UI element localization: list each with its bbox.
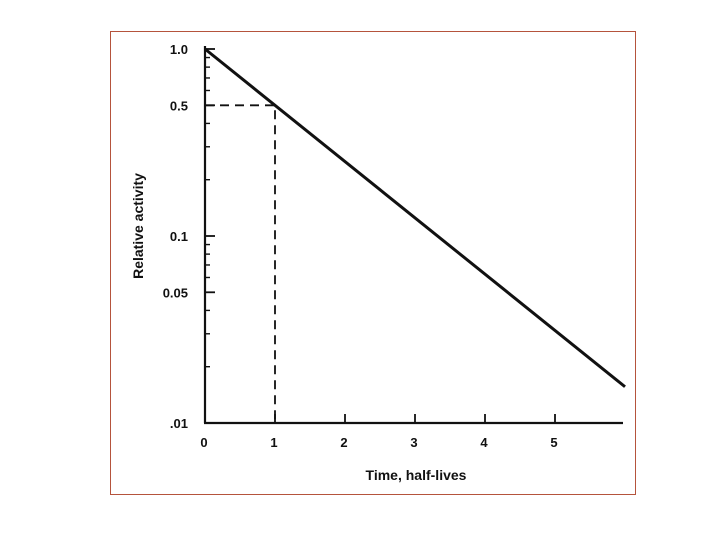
y-tick-label: 0.1 — [170, 229, 188, 244]
x-tick-label: 4 — [480, 435, 488, 450]
x-tick-labels: 0 1 2 3 4 5 — [200, 435, 557, 450]
y-tick-label: 0.05 — [163, 285, 188, 300]
y-axis-title: Relative activity — [130, 173, 146, 279]
x-ticks — [274, 414, 556, 423]
half-life-guide-line — [205, 104, 276, 423]
x-tick-label: 3 — [410, 435, 417, 450]
x-tick-label: 0 — [200, 435, 207, 450]
y-tick-label: .01 — [170, 416, 188, 431]
decay-series-line — [204, 47, 626, 388]
y-tick-label: 0.5 — [170, 98, 188, 113]
figure-frame — [110, 31, 636, 495]
x-axis-title: Time, half-lives — [366, 467, 467, 483]
x-tick-label: 2 — [340, 435, 347, 450]
x-tick-label: 5 — [550, 435, 557, 450]
y-tick-label: 1.0 — [170, 42, 188, 57]
x-tick-label: 1 — [270, 435, 277, 450]
y-tick-labels: .01 0.05 0.1 0.5 1.0 — [163, 42, 188, 431]
